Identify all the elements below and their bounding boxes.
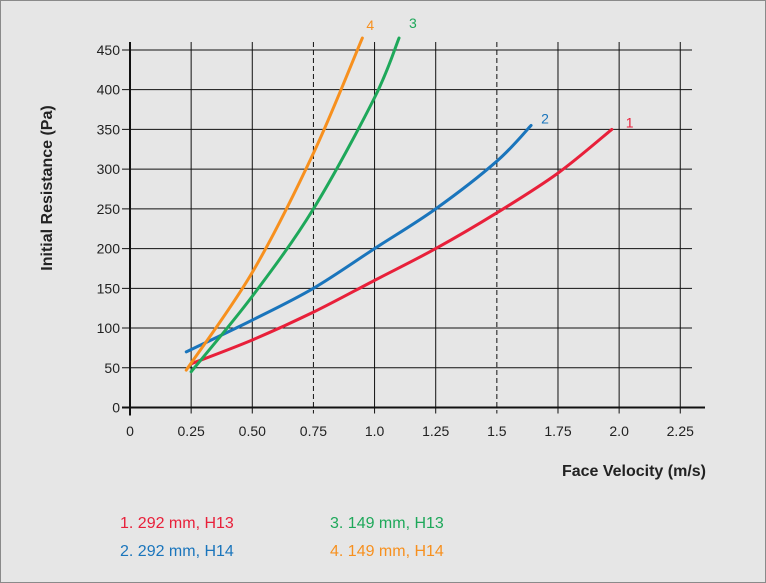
legend: 1. 292 mm, H13 2. 292 mm, H14 3. 149 mm,… (120, 515, 444, 560)
x-axis-title: Face Velocity (m/s) (562, 463, 706, 480)
series-line-3 (189, 36, 401, 374)
y-tick-label: 250 (97, 201, 121, 217)
y-tick-label: 100 (97, 320, 121, 336)
x-tick-label: 0 (126, 423, 134, 439)
series-tag-2: 2 (541, 110, 549, 126)
y-tick-label: 350 (97, 121, 121, 137)
y-tick-label: 200 (97, 241, 121, 257)
y-tick-label: 400 (97, 82, 121, 98)
x-tick-label: 0.50 (239, 423, 266, 439)
series-tag-3: 3 (409, 15, 417, 31)
y-tick-labels: 0 50 100 150 200 250 300 350 400 450 (97, 42, 121, 416)
series-line-2 (184, 123, 533, 354)
axes (122, 42, 705, 416)
series-line-1 (189, 127, 614, 366)
y-tick-label: 450 (97, 42, 121, 58)
series-tag-1: 1 (626, 114, 634, 130)
y-axis-title: Initial Resistance (Pa) (39, 105, 56, 270)
y-tick-label: 0 (112, 400, 120, 416)
legend-entry-4: 4. 149 mm, H14 (330, 543, 444, 560)
x-tick-label: 2.0 (609, 423, 629, 439)
series-line-4 (184, 36, 364, 372)
y-tick-label: 50 (104, 360, 120, 376)
series-tag-4: 4 (366, 17, 374, 33)
x-tick-label: 0.25 (178, 423, 205, 439)
legend-entry-3: 3. 149 mm, H13 (330, 515, 444, 532)
x-tick-label: 1.0 (365, 423, 385, 439)
y-tick-label: 150 (97, 280, 121, 296)
series-tags: 1 2 3 4 (366, 15, 633, 130)
x-tick-label: 2.25 (667, 423, 694, 439)
x-tick-label: 1.5 (487, 423, 507, 439)
x-tick-label: 1.75 (544, 423, 571, 439)
x-tick-labels: 0 0.25 0.50 0.75 1.0 1.25 1.5 1.75 2.0 2.25 (126, 423, 694, 439)
series-lines (184, 36, 614, 374)
legend-entry-2: 2. 292 mm, H14 (120, 543, 234, 560)
y-tick-label: 300 (97, 161, 121, 177)
x-tick-label: 1.25 (422, 423, 449, 439)
x-tick-label: 0.75 (300, 423, 327, 439)
legend-entry-1: 1. 292 mm, H13 (120, 515, 234, 532)
